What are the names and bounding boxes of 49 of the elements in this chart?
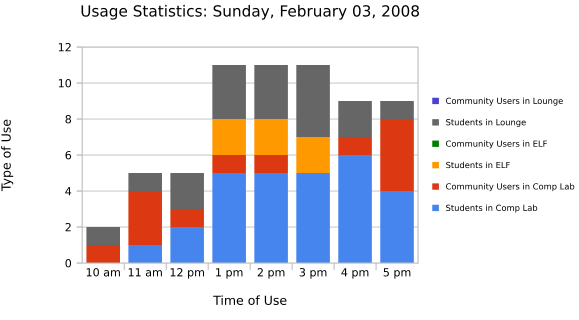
bar — [254, 155, 288, 174]
bar — [128, 191, 162, 246]
x-tick-label: 2 pm — [258, 268, 284, 279]
x-tick-label: 1 pm — [216, 268, 242, 279]
bar — [86, 245, 120, 264]
bar — [380, 119, 414, 192]
bar — [212, 173, 246, 264]
bar — [170, 227, 204, 264]
bar — [254, 119, 288, 156]
chart-title: Usage Statistics: Sunday, February 03, 2008 — [82, 4, 419, 20]
x-tick-label: 5 pm — [384, 268, 410, 279]
bar — [86, 227, 120, 246]
bar — [254, 65, 288, 120]
bar — [338, 137, 372, 156]
bar — [338, 155, 372, 264]
bar — [380, 191, 414, 264]
bar — [380, 101, 414, 120]
bar — [296, 173, 330, 264]
x-tick-label: 10 am — [86, 268, 120, 276]
y-tick-label: 6 — [66, 151, 72, 160]
bar — [212, 65, 246, 120]
bar — [128, 245, 162, 264]
y-tick-label: 2 — [66, 223, 71, 232]
bar — [170, 209, 204, 228]
x-axis-title: Time of Use — [213, 295, 286, 305]
y-tick-label: 0 — [65, 259, 72, 268]
bar — [212, 155, 246, 174]
bar — [128, 173, 162, 192]
x-tick-label: 4 pm — [341, 268, 368, 279]
bar — [254, 173, 288, 264]
y-axis-title: Type of Use — [1, 120, 14, 192]
legend-label: Students in Lounge — [446, 118, 526, 127]
bar — [338, 101, 372, 138]
bar — [170, 173, 204, 210]
x-tick-label: 12 pm — [170, 268, 204, 279]
bar — [296, 137, 330, 174]
legend-label: Students in Comp Lab — [446, 204, 538, 213]
y-tick-label: 12 — [58, 43, 71, 52]
legend-label: Students in ELF — [446, 162, 510, 168]
bar — [212, 119, 246, 156]
x-tick-label: 11 am — [128, 268, 162, 276]
legend-label: Community Users in Comp Lab — [446, 183, 574, 192]
legend-label: Community Users in Lounge — [446, 98, 563, 106]
x-tick-label: 3 pm — [300, 268, 326, 279]
bar — [296, 65, 330, 138]
y-tick-label: 4 — [65, 187, 72, 196]
y-tick-label: 10 — [58, 79, 72, 88]
y-tick-label: 8 — [65, 115, 72, 124]
legend-label: Community Users in ELF — [446, 140, 547, 148]
